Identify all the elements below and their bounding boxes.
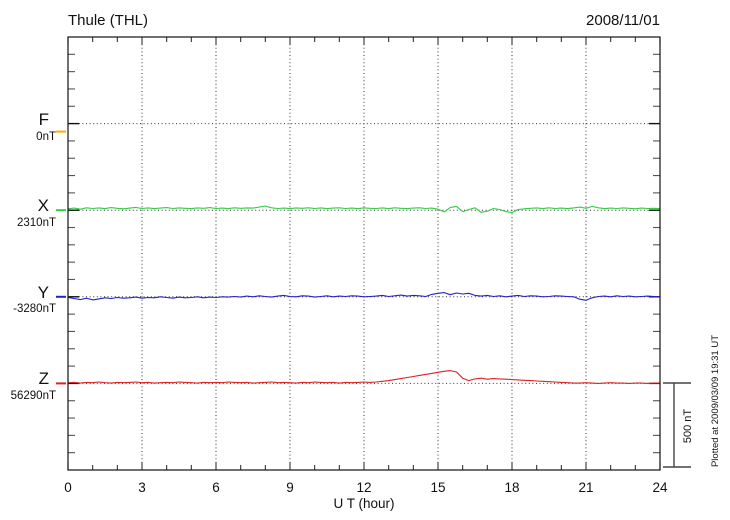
x-tick-labels: 0 3 6 9 12 15 18 21 24: [64, 480, 668, 495]
component-letter-F: F: [39, 110, 49, 129]
x-tick-label: 9: [286, 480, 294, 495]
x-tick-label: 6: [212, 480, 220, 495]
x-tick-label: 15: [430, 480, 445, 495]
trace-layer: [67, 205, 661, 384]
component-baseline-X: 2310nT: [17, 217, 56, 229]
trace-Z: [67, 370, 660, 384]
x-tick-label: 21: [578, 480, 593, 495]
trace-Y: [67, 292, 661, 301]
tick-layer: [56, 37, 661, 470]
component-letter-X: X: [38, 196, 49, 215]
component-label-Z: Z 56290nT: [11, 369, 56, 402]
plot-date: 2008/11/01: [586, 12, 660, 29]
component-baseline-F: 0nT: [36, 131, 56, 143]
plot-frame: [67, 36, 661, 471]
scale-bar: 500 nT: [663, 382, 694, 468]
x-tick-label: 24: [652, 480, 668, 495]
component-label-F: F 0nT: [36, 110, 56, 143]
component-baseline-Y: -3280nT: [13, 303, 56, 315]
scale-bar-label: 500 nT: [682, 409, 694, 444]
x-tick-label: 3: [138, 480, 146, 495]
component-letter-Z: Z: [39, 369, 49, 388]
station-title: Thule (THL): [68, 12, 148, 29]
x-axis-label: U T (hour): [333, 496, 394, 511]
component-label-Y: Y -3280nT: [13, 283, 56, 315]
grid-layer: [68, 37, 660, 470]
x-tick-label: 12: [356, 480, 371, 495]
trace-X: [67, 205, 661, 214]
x-tick-label: 0: [64, 480, 72, 495]
x-tick-label: 18: [504, 480, 519, 495]
plotted-at-note: Plotted at 2009/03/09 19:31 UT: [710, 335, 721, 467]
component-letter-Y: Y: [38, 283, 49, 302]
component-label-X: X 2310nT: [17, 196, 56, 229]
component-baseline-Z: 56290nT: [11, 390, 56, 402]
